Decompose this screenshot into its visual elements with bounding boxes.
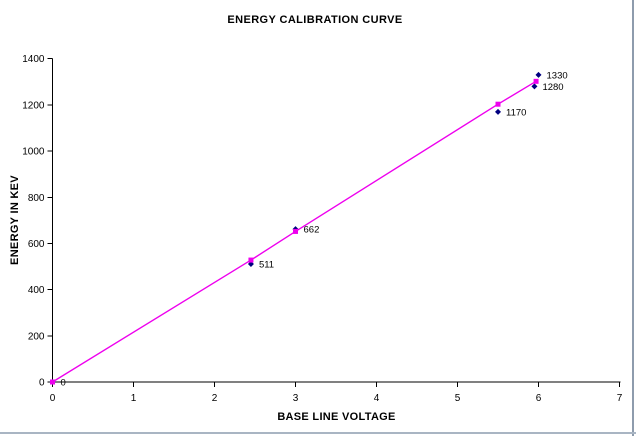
y-tick-label: 200 [28, 331, 45, 342]
y-tick-label: 600 [28, 239, 45, 250]
x-tick-label: 1 [131, 393, 137, 404]
y-tick-label: 0 [39, 378, 45, 389]
data-point-square [293, 228, 298, 234]
window-border-right [632, 0, 634, 436]
data-point-diamond [535, 71, 542, 78]
window-border-bottom [0, 432, 636, 434]
x-tick-label: 3 [293, 393, 299, 404]
data-point-square [533, 78, 539, 84]
data-point-label: 511 [259, 259, 274, 270]
y-tick-label: 1400 [22, 54, 45, 65]
x-tick-label: 4 [374, 393, 380, 404]
chart-title: ENERGY CALIBRATION CURVE [227, 14, 403, 26]
y-tick-label: 400 [28, 285, 45, 296]
x-tick-label: 0 [50, 393, 56, 404]
data-point-label: 662 [304, 225, 320, 236]
data-point-label: 1330 [547, 70, 568, 81]
data-point-label: 0 [61, 378, 66, 389]
data-point-label: 1280 [542, 82, 563, 93]
data-point-diamond [531, 83, 538, 90]
x-axis-title: BASE LINE VOLTAGE [277, 411, 396, 423]
data-point-square [495, 101, 501, 107]
x-tick-label: 5 [455, 393, 461, 404]
x-tick-label: 2 [212, 393, 218, 404]
y-tick-label: 1200 [22, 100, 45, 111]
y-tick-label: 1000 [22, 147, 45, 158]
y-tick-label: 800 [28, 193, 45, 204]
x-tick-label: 6 [536, 393, 542, 404]
data-point-square [248, 257, 254, 263]
data-point-diamond [495, 108, 501, 115]
data-point-label: 1170 [506, 107, 526, 118]
x-tick-label: 7 [617, 393, 623, 404]
data-point-square [50, 379, 55, 385]
